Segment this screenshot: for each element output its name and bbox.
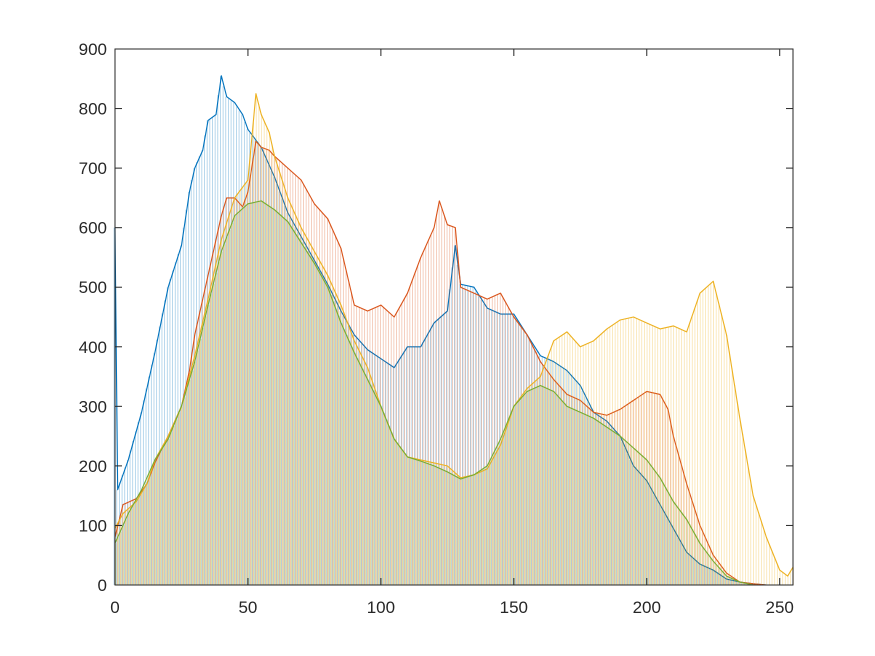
y-tick-label: 100 bbox=[79, 516, 107, 535]
x-tick-label: 50 bbox=[238, 598, 257, 617]
series-2 bbox=[114, 140, 793, 586]
x-tick-label: 150 bbox=[500, 598, 528, 617]
y-axis: 0 100 200 300 400 500 600 700 800 900 bbox=[79, 40, 793, 595]
series-1 bbox=[113, 75, 793, 586]
x-tick-label: 250 bbox=[766, 598, 794, 617]
y-tick-label: 0 bbox=[98, 576, 107, 595]
series-3-line bbox=[114, 93, 794, 577]
series-1-line bbox=[114, 75, 793, 586]
series-2-bins bbox=[114, 141, 764, 585]
y-tick-label: 900 bbox=[79, 40, 107, 59]
series-layer bbox=[113, 75, 794, 586]
series-4-bins bbox=[115, 200, 752, 585]
x-tick-label: 100 bbox=[367, 598, 395, 617]
y-tick-label: 500 bbox=[79, 278, 107, 297]
x-tick-label: 0 bbox=[110, 598, 119, 617]
plot-area bbox=[115, 49, 793, 585]
series-4-line bbox=[114, 200, 793, 586]
series-3-bins bbox=[114, 93, 794, 585]
y-tick-label: 800 bbox=[79, 100, 107, 119]
x-axis: 0 50 100 150 200 250 bbox=[110, 49, 794, 617]
series-1-bins bbox=[113, 75, 764, 585]
series-2-line bbox=[114, 140, 793, 586]
series-3 bbox=[114, 93, 794, 585]
y-tick-label: 200 bbox=[79, 457, 107, 476]
y-tick-label: 600 bbox=[79, 219, 107, 238]
y-tick-label: 300 bbox=[79, 397, 107, 416]
x-tick-label: 200 bbox=[633, 598, 661, 617]
y-tick-label: 400 bbox=[79, 338, 107, 357]
plot-frame bbox=[114, 48, 794, 586]
series-4 bbox=[114, 200, 793, 586]
y-tick-label: 700 bbox=[79, 159, 107, 178]
